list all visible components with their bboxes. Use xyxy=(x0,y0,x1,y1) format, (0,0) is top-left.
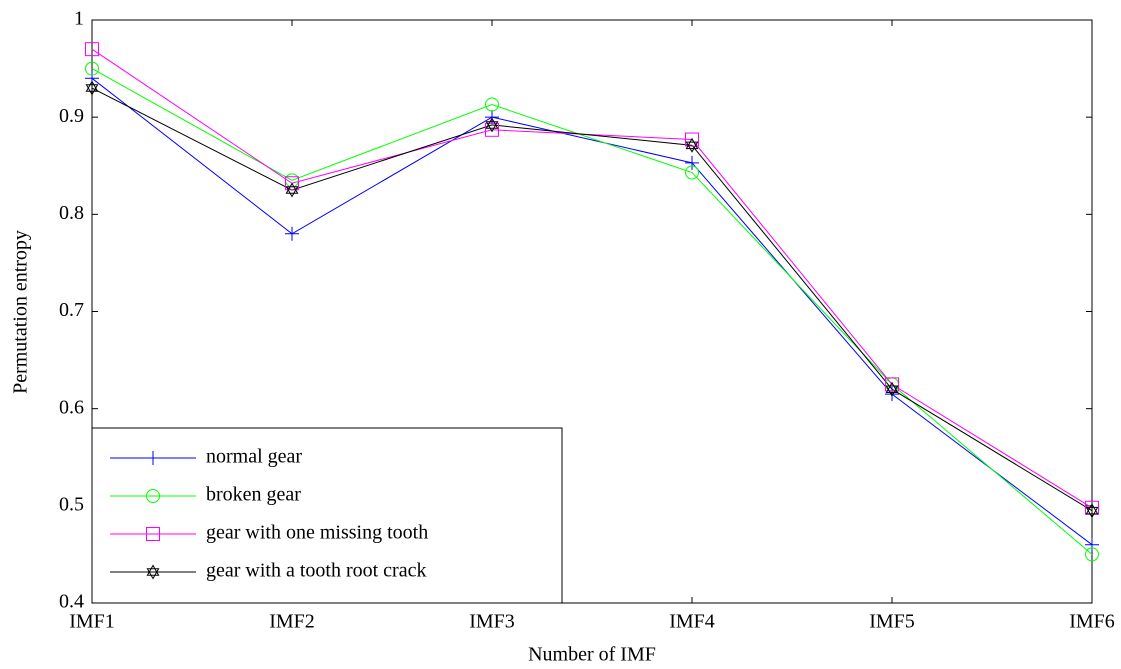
legend-label: normal gear xyxy=(206,446,302,468)
marker xyxy=(885,381,899,397)
marker xyxy=(485,97,499,112)
marker xyxy=(1085,547,1099,562)
y-tick-label: 0.8 xyxy=(59,202,84,224)
marker xyxy=(285,182,299,198)
legend-label: broken gear xyxy=(206,484,301,506)
y-axis-label: Permutation entropy xyxy=(10,230,32,394)
legend-label: gear with one missing tooth xyxy=(206,522,428,544)
marker xyxy=(85,42,99,57)
marker xyxy=(146,527,160,541)
series-line xyxy=(91,77,1093,546)
y-tick-label: 0.7 xyxy=(59,299,84,321)
legend-box xyxy=(91,427,563,604)
marker xyxy=(1085,537,1099,552)
x-tick-label: IMF3 xyxy=(469,611,515,633)
marker xyxy=(85,71,99,86)
x-tick-label: IMF2 xyxy=(269,611,315,633)
x-tick-label: IMF1 xyxy=(69,611,115,633)
marker xyxy=(885,377,899,392)
x-axis-label: Number of IMF xyxy=(528,644,656,666)
y-tick-label: 0.5 xyxy=(59,493,84,515)
marker xyxy=(85,61,99,76)
series-line xyxy=(91,68,1093,555)
x-tick-label: IMF5 xyxy=(869,611,915,633)
series-line xyxy=(91,87,1093,512)
marker xyxy=(685,132,699,147)
y-tick-label: 0.4 xyxy=(59,591,84,613)
marker xyxy=(146,489,160,503)
y-tick-label: 0.9 xyxy=(59,105,84,127)
marker xyxy=(885,387,899,402)
y-tick-label: 0.6 xyxy=(59,396,84,418)
marker xyxy=(485,122,499,137)
legend-label: gear with a tooth root crack xyxy=(206,560,426,582)
x-tick-label: IMF6 xyxy=(1069,611,1115,633)
y-tick-label: 1 xyxy=(74,8,84,30)
marker xyxy=(285,226,299,241)
marker xyxy=(285,176,299,191)
marker xyxy=(146,564,160,580)
marker xyxy=(146,451,160,465)
x-tick-label: IMF4 xyxy=(669,611,715,633)
marker xyxy=(685,155,699,170)
marker xyxy=(685,137,699,153)
marker xyxy=(85,80,99,96)
marker xyxy=(685,165,699,180)
marker xyxy=(485,117,499,133)
marker xyxy=(1085,503,1099,519)
